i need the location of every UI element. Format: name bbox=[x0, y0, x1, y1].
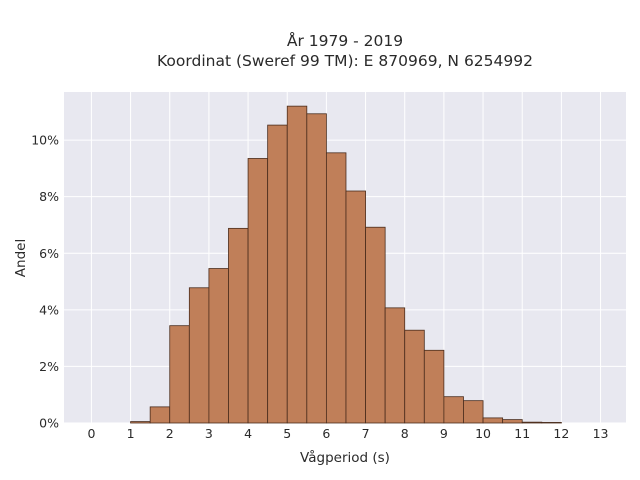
x-tick-label: 0 bbox=[87, 426, 95, 441]
histogram-bar bbox=[267, 124, 288, 424]
x-tick-label: 1 bbox=[127, 426, 135, 441]
histogram-bar bbox=[404, 329, 425, 424]
histogram-bar bbox=[482, 417, 504, 424]
y-tick-label: 6% bbox=[39, 246, 59, 261]
y-tick-label: 0% bbox=[39, 416, 59, 431]
bars bbox=[130, 105, 562, 424]
histogram-bar bbox=[463, 400, 484, 424]
histogram-bar bbox=[169, 325, 190, 424]
histogram-bar bbox=[365, 226, 386, 424]
x-tick-label: 5 bbox=[283, 426, 291, 441]
y-tick-label: 10% bbox=[31, 133, 59, 148]
histogram-bar bbox=[521, 421, 543, 424]
chart-title-line-2: Koordinat (Sweref 99 TM): E 870969, N 62… bbox=[157, 52, 533, 70]
histogram-bar bbox=[306, 113, 327, 424]
histogram-bar bbox=[541, 422, 562, 424]
x-tick-label: 7 bbox=[362, 426, 370, 441]
histogram-bar bbox=[188, 287, 210, 424]
y-axis-ticks: 0% 2% 4% 6% 8% 10% bbox=[31, 133, 59, 431]
x-tick-label: 6 bbox=[322, 426, 330, 441]
y-tick-label: 2% bbox=[39, 359, 59, 374]
x-tick-label: 3 bbox=[205, 426, 213, 441]
histogram-bar bbox=[228, 227, 249, 424]
x-tick-label: 2 bbox=[166, 426, 174, 441]
x-tick-label: 12 bbox=[553, 426, 569, 441]
histogram-bar bbox=[130, 421, 151, 424]
histogram-bar bbox=[208, 268, 229, 424]
x-axis-ticks: 0 1 2 3 4 5 6 7 8 9 10 11 12 13 bbox=[87, 426, 608, 441]
x-tick-label: 10 bbox=[475, 426, 491, 441]
histogram-bar bbox=[345, 190, 366, 424]
histogram-bar bbox=[502, 419, 523, 424]
chart-title-line-1: År 1979 - 2019 bbox=[287, 31, 403, 50]
histogram-bar bbox=[443, 396, 464, 424]
y-axis-label: Andel bbox=[13, 239, 29, 277]
y-tick-label: 4% bbox=[39, 302, 59, 317]
x-tick-label: 11 bbox=[514, 426, 530, 441]
x-axis-label: Vågperiod (s) bbox=[300, 449, 390, 466]
histogram-bar bbox=[286, 105, 308, 424]
histogram-bar bbox=[149, 406, 171, 424]
x-tick-label: 4 bbox=[244, 426, 252, 441]
histogram-bar bbox=[423, 349, 445, 424]
histogram-bar bbox=[384, 307, 406, 424]
y-tick-label: 8% bbox=[39, 189, 59, 204]
x-tick-label: 13 bbox=[593, 426, 609, 441]
histogram-bar bbox=[325, 152, 347, 424]
histogram-bar bbox=[247, 158, 269, 424]
x-tick-label: 9 bbox=[440, 426, 448, 441]
x-tick-label: 8 bbox=[401, 426, 409, 441]
